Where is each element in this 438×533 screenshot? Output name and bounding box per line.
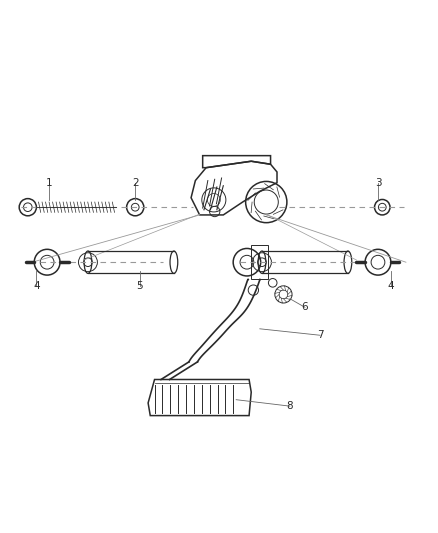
Text: 7: 7: [317, 330, 323, 340]
Text: 3: 3: [374, 177, 381, 188]
Text: 2: 2: [132, 177, 138, 188]
Text: 6: 6: [302, 302, 308, 312]
Text: 1: 1: [46, 177, 53, 188]
Text: 5: 5: [136, 281, 143, 291]
Text: 4: 4: [388, 281, 394, 291]
Text: 8: 8: [286, 401, 293, 411]
Text: 4: 4: [33, 281, 40, 291]
